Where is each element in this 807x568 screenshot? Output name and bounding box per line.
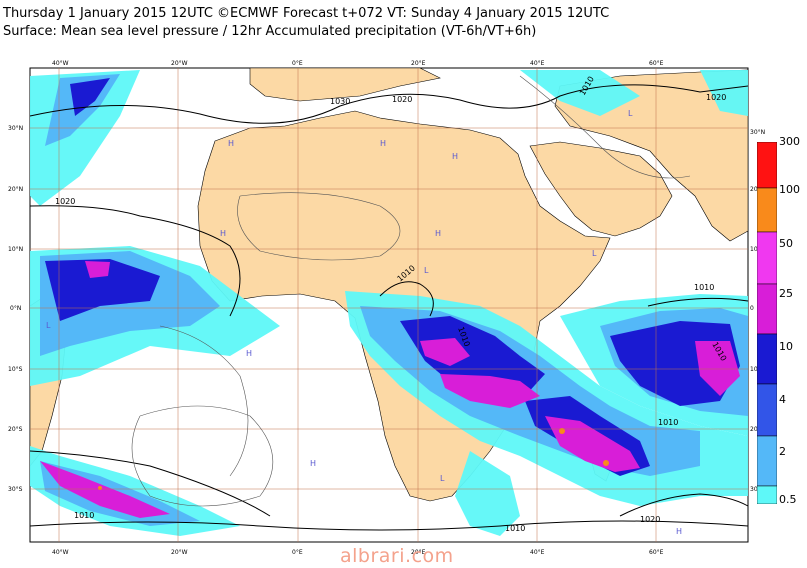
legend-label: 10 bbox=[779, 340, 793, 353]
low-pressure-center: L bbox=[46, 321, 51, 330]
latitude-label: 20°N bbox=[8, 186, 23, 193]
isobar-label: 1010 bbox=[74, 511, 94, 520]
longitude-label: 40°W bbox=[52, 549, 69, 556]
latitude-label: 30°N bbox=[8, 125, 23, 132]
longitude-label: 60°E bbox=[649, 60, 664, 67]
legend-label: 2 bbox=[779, 445, 786, 458]
legend-label: 0.5 bbox=[779, 493, 797, 506]
high-pressure-center: H bbox=[380, 139, 386, 148]
isobars bbox=[29, 84, 749, 531]
forecast-map: 1030 1020 1010 1020 1020 1010 1010 1010 … bbox=[0, 56, 807, 568]
latitude-label: 30°N bbox=[750, 129, 765, 136]
low-pressure-center: L bbox=[628, 109, 633, 118]
high-pressure-center: H bbox=[220, 229, 226, 238]
isobar-label: 1020 bbox=[392, 95, 412, 104]
map-svg: 1030 1020 1010 1020 1020 1010 1010 1010 … bbox=[8, 60, 765, 556]
longitude-label: 20°E bbox=[411, 549, 426, 556]
chart-subtitle: Surface: Mean sea level pressure / 12hr … bbox=[3, 24, 537, 39]
precip-very-heavy bbox=[40, 261, 740, 518]
legend-label: 300 bbox=[779, 135, 800, 148]
latitude-label: 20°S bbox=[8, 426, 23, 433]
longitude-label: 20°W bbox=[171, 549, 188, 556]
longitude-label: 40°E bbox=[530, 549, 545, 556]
longitude-label: 60°E bbox=[649, 549, 664, 556]
isobars-thin bbox=[131, 75, 691, 507]
legend-swatch bbox=[757, 435, 777, 487]
latitude-label: 20 bbox=[750, 186, 758, 193]
isobar-label: 1020 bbox=[706, 93, 726, 102]
legend-label: 25 bbox=[779, 287, 793, 300]
longitude-label: 40°E bbox=[530, 60, 545, 67]
latitude-label: 20 bbox=[750, 426, 758, 433]
high-pressure-center: H bbox=[246, 349, 252, 358]
legend-swatch bbox=[757, 283, 777, 335]
legend-swatch bbox=[757, 383, 777, 437]
isobar-label: 1010 bbox=[658, 418, 678, 427]
low-pressure-center: L bbox=[592, 249, 597, 258]
high-pressure-center: H bbox=[452, 152, 458, 161]
latitude-label: 10°N bbox=[8, 246, 23, 253]
high-pressure-center: H bbox=[310, 459, 316, 468]
isobar-label: 1030 bbox=[330, 97, 350, 106]
chart-title: Thursday 1 January 2015 12UTC ©ECMWF For… bbox=[3, 6, 610, 21]
high-pressure-center: H bbox=[435, 229, 441, 238]
legend-label: 4 bbox=[779, 393, 786, 406]
longitude-labels: 40°W 20°W 0°E 20°E 40°E 60°E 40°W 20°W 0… bbox=[52, 60, 664, 556]
longitude-label: 40°W bbox=[52, 60, 69, 67]
legend-colorbar bbox=[757, 142, 777, 504]
precipitation-legend: 300 100 50 25 10 4 2 0.5 bbox=[757, 136, 807, 510]
longitude-label: 0°E bbox=[292, 549, 303, 556]
latitude-label: 30 bbox=[750, 486, 758, 493]
latitude-label: 10 bbox=[750, 246, 758, 253]
site-watermark: albrari.com bbox=[340, 545, 454, 567]
isobar-label: 1020 bbox=[55, 197, 75, 206]
graticule bbox=[30, 68, 748, 542]
latitude-label: 0°N bbox=[10, 305, 21, 312]
low-pressure-center: L bbox=[440, 474, 445, 483]
legend-label: 100 bbox=[779, 183, 800, 196]
isobar-label: 1010 bbox=[694, 283, 714, 292]
legend-swatch bbox=[757, 333, 777, 385]
precip-extreme bbox=[98, 428, 609, 490]
latitude-label: 0 bbox=[750, 305, 754, 312]
legend-swatch bbox=[757, 231, 777, 285]
land-europe bbox=[249, 67, 441, 102]
isobar-label: 1010 bbox=[505, 524, 525, 533]
isobar-label: 1020 bbox=[640, 515, 660, 524]
latitude-labels: 30°N 20°N 10°N 0°N 10°S 20°S 30°S 30°N 2… bbox=[8, 125, 765, 493]
longitude-label: 20°E bbox=[411, 60, 426, 67]
high-pressure-center: H bbox=[676, 527, 682, 536]
longitude-label: 0°E bbox=[292, 60, 303, 67]
longitude-label: 20°W bbox=[171, 60, 188, 67]
legend-swatch bbox=[757, 485, 777, 504]
legend-swatch bbox=[757, 142, 777, 189]
latitude-label: 10°S bbox=[8, 366, 23, 373]
latitude-label: 30°S bbox=[8, 486, 23, 493]
pressure-center-group: H H H H H L L L L H H H L bbox=[46, 109, 682, 536]
high-pressure-center: H bbox=[228, 139, 234, 148]
legend-swatch bbox=[757, 187, 777, 233]
legend-label: 50 bbox=[779, 237, 793, 250]
low-pressure-center: L bbox=[424, 266, 429, 275]
latitude-label: 10 bbox=[750, 366, 758, 373]
